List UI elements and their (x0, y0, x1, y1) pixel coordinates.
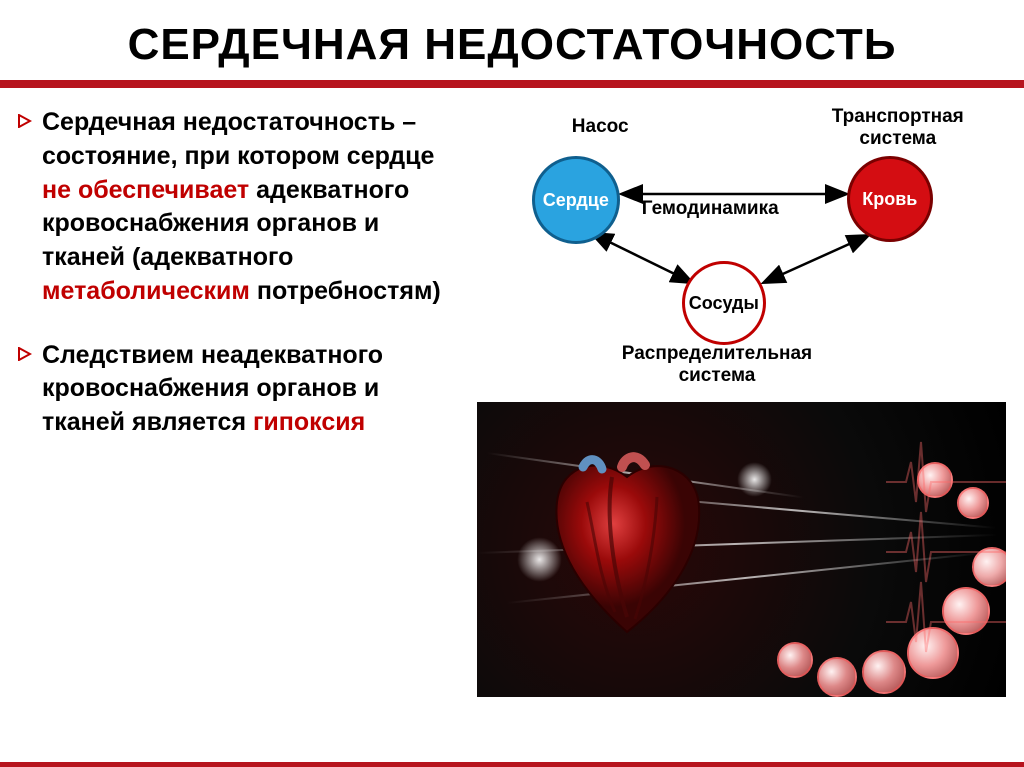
diagram-label-hemodynamics: Гемодинамика (642, 198, 779, 220)
bullet-item: Сердечная недостаточность – состояние, п… (18, 106, 469, 309)
bullet-text: Следствием неадекватного кровоснабжения … (42, 339, 469, 440)
slide: СЕРДЕЧНАЯ НЕДОСТАТОЧНОСТЬ Сердечная недо… (0, 0, 1024, 767)
diagram-label-distribution: Распределительнаясистема (622, 343, 812, 387)
bullet-text: Сердечная недостаточность – состояние, п… (42, 106, 469, 309)
bullet-marker-icon (18, 347, 32, 440)
heart-icon (527, 447, 727, 647)
heart-photo (477, 402, 1006, 697)
diagram-node-vessels: Сосуды (682, 261, 766, 345)
accent-bar-bottom (0, 762, 1024, 767)
diagram-node-heart: Сердце (532, 156, 620, 244)
blood-cell-icon (817, 657, 857, 697)
text-column: Сердечная недостаточность – состояние, п… (18, 106, 469, 752)
diagram-node-blood: Кровь (847, 156, 933, 242)
title-bar: СЕРДЕЧНАЯ НЕДОСТАТОЧНОСТЬ (0, 0, 1024, 80)
hemodynamics-diagram: Сердце Кровь Сосуды Насос Транспортнаясисте… (477, 106, 1006, 396)
ekg-lines (886, 402, 1006, 697)
diagram-label-pump: Насос (572, 116, 629, 138)
blood-cell-icon (777, 642, 813, 678)
bullet-marker-icon (18, 114, 32, 309)
graphics-column: Сердце Кровь Сосуды Насос Транспортнаясисте… (477, 106, 1006, 752)
accent-bar (0, 80, 1024, 88)
slide-title: СЕРДЕЧНАЯ НЕДОСТАТОЧНОСТЬ (10, 20, 1014, 70)
lens-flare (737, 462, 772, 497)
content-area: Сердечная недостаточность – состояние, п… (0, 88, 1024, 762)
diagram-label-transport: Транспортнаясистема (832, 106, 964, 150)
bullet-item: Следствием неадекватного кровоснабжения … (18, 339, 469, 440)
